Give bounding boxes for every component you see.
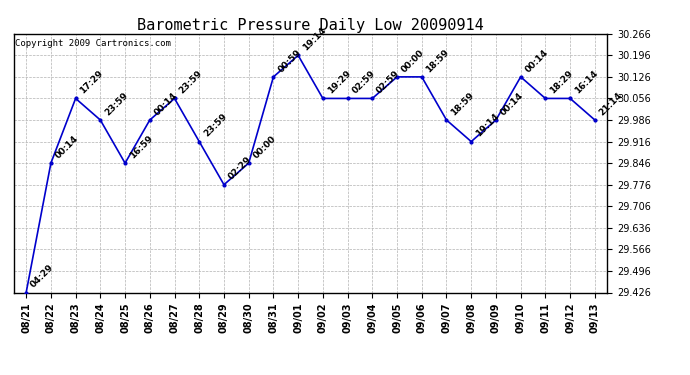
Text: 00:00: 00:00 — [251, 134, 277, 160]
Text: 18:29: 18:29 — [548, 69, 575, 96]
Text: 16:14: 16:14 — [573, 69, 600, 96]
Text: 21:14: 21:14 — [598, 90, 624, 117]
Text: 23:59: 23:59 — [202, 112, 228, 139]
Text: 19:29: 19:29 — [326, 69, 353, 96]
Text: 02:59: 02:59 — [351, 69, 377, 96]
Text: 19:14: 19:14 — [301, 26, 328, 53]
Text: 00:59: 00:59 — [276, 48, 303, 74]
Text: 23:59: 23:59 — [177, 69, 204, 96]
Text: 18:59: 18:59 — [424, 47, 451, 74]
Text: 00:14: 00:14 — [524, 48, 550, 74]
Text: 16:59: 16:59 — [128, 134, 155, 160]
Title: Barometric Pressure Daily Low 20090914: Barometric Pressure Daily Low 20090914 — [137, 18, 484, 33]
Text: Copyright 2009 Cartronics.com: Copyright 2009 Cartronics.com — [15, 39, 171, 48]
Text: 00:14: 00:14 — [152, 91, 179, 117]
Text: 02:29: 02:29 — [227, 155, 253, 182]
Text: 02:59: 02:59 — [375, 69, 402, 96]
Text: 00:14: 00:14 — [499, 91, 525, 117]
Text: 19:14: 19:14 — [474, 112, 501, 139]
Text: 18:59: 18:59 — [449, 90, 476, 117]
Text: 04:29: 04:29 — [29, 263, 56, 290]
Text: 00:00: 00:00 — [400, 48, 426, 74]
Text: 23:59: 23:59 — [103, 90, 130, 117]
Text: 17:29: 17:29 — [79, 69, 105, 96]
Text: 00:14: 00:14 — [54, 134, 80, 160]
